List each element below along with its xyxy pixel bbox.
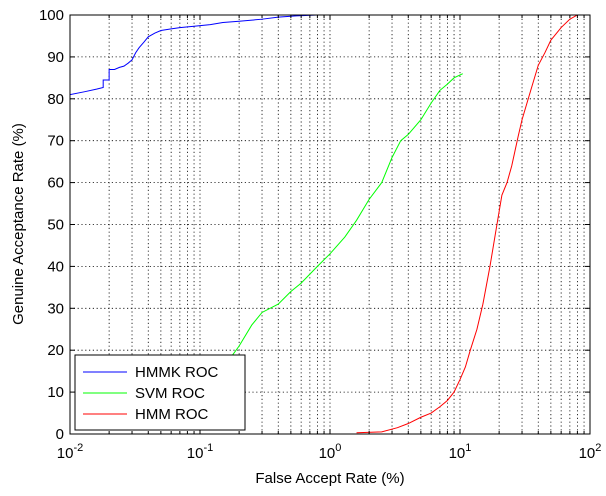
y-tick-labels: 0 10 20 30 40 50 60 70 80 90 100: [39, 7, 64, 443]
x-tick-label: 10-1: [187, 442, 213, 462]
y-tick-label: 40: [47, 258, 64, 275]
legend-box: [74, 354, 246, 431]
y-tick-label: 90: [47, 49, 64, 66]
y-tick-label: 0: [56, 426, 64, 443]
y-tick-label: 30: [47, 300, 64, 317]
legend-label: HMM ROC: [135, 406, 208, 423]
y-tick-label: 70: [47, 133, 64, 150]
y-tick-label: 10: [47, 384, 64, 401]
legend: HMMK ROC SVM ROC HMM ROC: [74, 354, 246, 431]
legend-label: SVM ROC: [135, 385, 205, 402]
x-tick-label: 100: [319, 442, 342, 462]
x-tick-label: 102: [579, 442, 602, 462]
y-tick-label: 80: [47, 91, 64, 108]
y-tick-label: 100: [39, 7, 64, 24]
y-tick-label: 20: [47, 342, 64, 359]
x-axis-label: False Accept Rate (%): [255, 470, 404, 487]
x-tick-label: 101: [449, 442, 472, 462]
y-axis-label: Genuine Acceptance Rate (%): [10, 123, 27, 325]
y-tick-label: 60: [47, 175, 64, 192]
axis-ticks: [69, 14, 590, 435]
y-tick-label: 50: [47, 217, 64, 234]
series-line-hmm-roc: [356, 15, 590, 434]
grid-lines: [70, 15, 590, 434]
x-tick-label: 10-2: [57, 442, 83, 462]
x-tick-labels: 10-2 10-1 100 101 102: [57, 442, 602, 462]
series-line-svm-roc: [229, 73, 463, 359]
legend-label: HMMK ROC: [135, 364, 218, 381]
